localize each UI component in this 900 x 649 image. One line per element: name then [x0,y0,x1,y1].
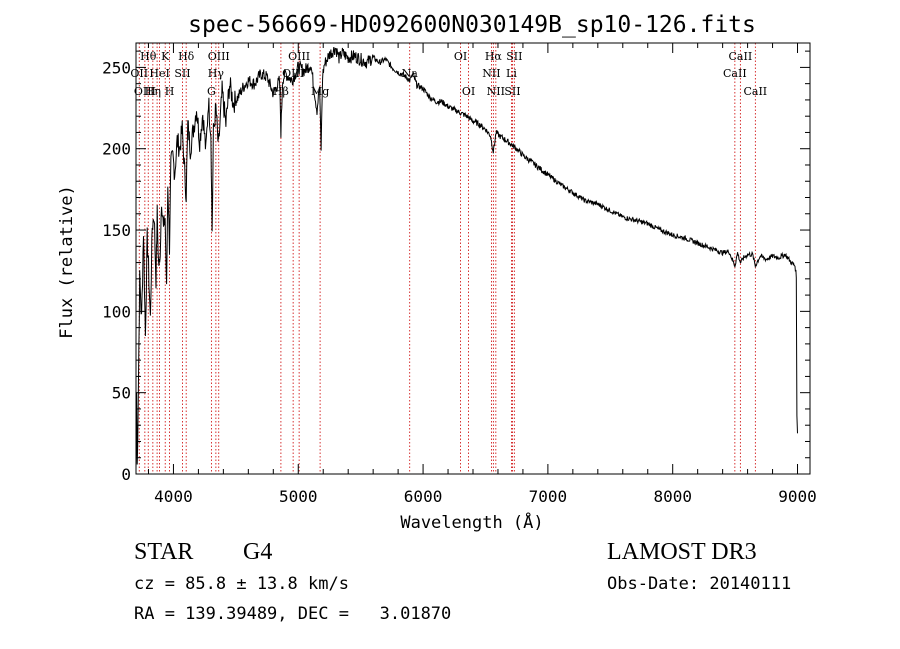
line-label: NII [487,85,505,98]
line-label: Hγ [208,67,225,80]
y-axis-label: Flux (relative) [57,185,77,339]
x-tick-label: 5000 [279,487,318,506]
line-label: OII [130,67,148,80]
line-label: G [207,85,216,98]
line-label: CaII [723,67,747,80]
line-label: CaII [743,85,767,98]
x-tick-label: 8000 [653,487,692,506]
x-axis-label: Wavelength (Å) [400,511,543,533]
line-label: Li [506,67,517,80]
x-axis-ticks: 4000 5000 6000 7000 8000 9000 [147,43,817,506]
line-label: CaII [729,50,753,63]
line-label: OIII [134,85,156,98]
y-tick-label: 250 [102,58,131,77]
line-label: K [161,50,170,63]
x-tick-label: 7000 [529,487,568,506]
line-label: Hδ [178,50,195,63]
y-tick-label: 100 [102,302,131,321]
y-tick-label: 50 [112,384,131,403]
object-subclass: G4 [243,539,273,565]
radec-readout: RA = 139.39489, DEC = 3.01870 [134,604,452,624]
line-label: SII [506,50,522,63]
y-tick-label: 200 [102,140,131,159]
y-tick-label: 0 [121,465,131,484]
y-axis-ticks: 0 50 100 150 200 250 [102,50,810,484]
line-label: H [165,85,175,98]
line-label: OI [454,50,467,63]
line-label: Hα [485,50,503,63]
line-label: Hθ [140,50,157,63]
plot-frame [135,42,811,475]
x-tick-label: 4000 [154,487,193,506]
spectrum-line [135,46,798,470]
x-tick-label: 9000 [778,487,817,506]
redshift-readout: cz = 85.8 ± 13.8 km/s [134,574,349,594]
line-label: SII [504,85,520,98]
line-label: Hη [145,85,161,98]
line-label: HeI [149,67,169,80]
chart-title: spec-56669-HD092600N030149B_sp10-126.fit… [188,12,756,38]
line-label: NII [482,67,500,80]
emission-line-markers [138,43,756,474]
obs-date: Obs-Date: 20140111 [607,574,792,594]
line-label: OIII [288,50,310,63]
survey-name: LAMOST DR3 [607,539,757,565]
x-tick-label: 6000 [404,487,443,506]
y-tick-label: 150 [102,221,131,240]
line-label: SII [174,67,190,80]
line-label: OIII [208,50,230,63]
line-label: OI [462,85,475,98]
object-class: STAR [134,539,194,565]
